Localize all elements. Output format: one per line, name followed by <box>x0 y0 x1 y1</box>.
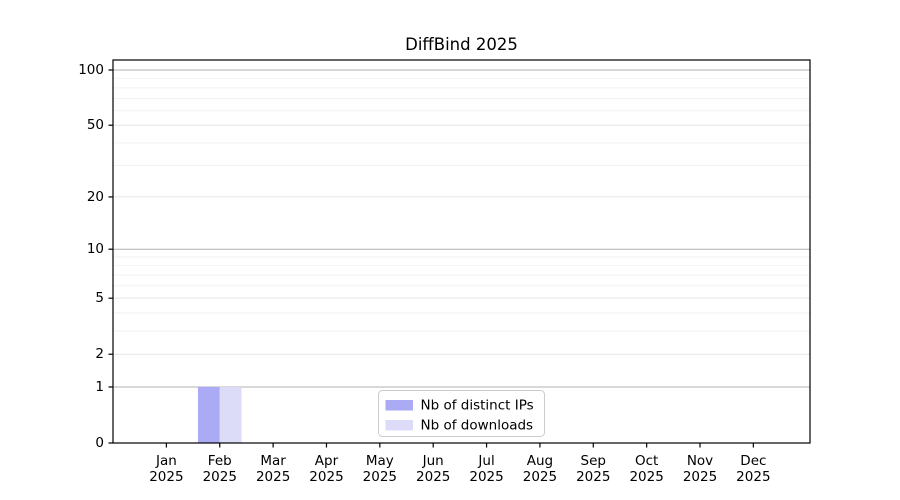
y-tick-label-0: 0 <box>95 435 104 451</box>
x-tick-label-year: 2025 <box>683 469 717 485</box>
legend-swatch-distinct-ips <box>385 400 413 411</box>
legend-box <box>378 390 545 437</box>
x-tick-label-year: 2025 <box>149 469 183 485</box>
x-axis: Jan2025Feb2025Mar2025Apr2025May2025Jun20… <box>149 443 771 485</box>
x-tick-label-month: Dec <box>740 453 766 469</box>
x-tick-label-year: 2025 <box>629 469 663 485</box>
legend: Nb of distinct IPs Nb of downloads <box>378 390 545 437</box>
x-tick-label-year: 2025 <box>469 469 503 485</box>
x-tick-label-year: 2025 <box>363 469 397 485</box>
x-tick-label-month: Jun <box>422 453 444 469</box>
bar-nb-of-downloads-feb <box>219 386 242 443</box>
legend-label-distinct-ips: Nb of distinct IPs <box>421 398 534 414</box>
y-tick-label-5: 5 <box>95 290 104 306</box>
bar-nb-of-distinct-ips-feb <box>197 386 220 443</box>
x-tick-label-month: Mar <box>260 453 286 469</box>
x-tick-label-year: 2025 <box>309 469 343 485</box>
chart-title: DiffBind 2025 <box>405 35 518 54</box>
x-tick-label-year: 2025 <box>736 469 770 485</box>
plot-border <box>112 59 811 444</box>
x-tick-label-year: 2025 <box>256 469 290 485</box>
bars <box>197 386 242 443</box>
x-tick-label-year: 2025 <box>203 469 237 485</box>
x-tick-label-month: Jul <box>477 453 494 469</box>
x-tick-label-year: 2025 <box>523 469 557 485</box>
y-tick-label-50: 50 <box>87 117 104 133</box>
x-tick-label-month: Feb <box>208 453 232 469</box>
x-tick-label-month: Apr <box>315 453 339 469</box>
y-tick-label-100: 100 <box>78 62 104 78</box>
y-axis: 0 1 2 5 10 20 50 100 <box>78 62 113 451</box>
x-tick-label-month: Nov <box>687 453 713 469</box>
x-tick-label-month: Sep <box>581 453 606 469</box>
x-tick-label-year: 2025 <box>416 469 450 485</box>
y-tick-label-1: 1 <box>95 379 104 395</box>
legend-swatch-downloads <box>385 420 413 431</box>
x-tick-label-month: Aug <box>527 453 553 469</box>
x-tick-label-month: Oct <box>635 453 658 469</box>
x-tick-label-year: 2025 <box>576 469 610 485</box>
gridlines <box>113 69 810 388</box>
y-tick-label-10: 10 <box>87 241 104 257</box>
legend-label-downloads: Nb of downloads <box>421 418 534 434</box>
y-tick-label-2: 2 <box>95 346 104 362</box>
x-tick-label-month: Jan <box>155 453 177 469</box>
x-tick-label-month: May <box>366 453 394 469</box>
y-tick-label-20: 20 <box>87 189 104 205</box>
